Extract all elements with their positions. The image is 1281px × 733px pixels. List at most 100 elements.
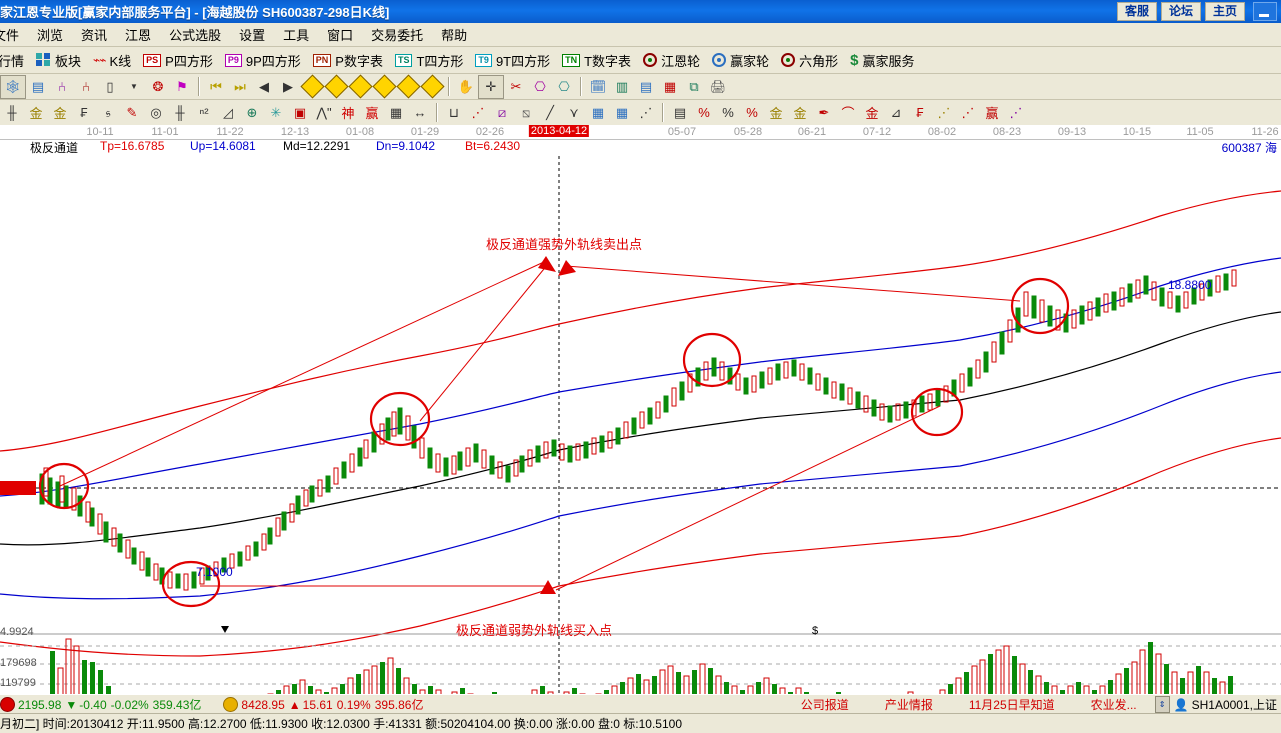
left-diamond-icon[interactable]	[299, 74, 325, 99]
shortcut-p-numtable[interactable]: PN P数字表	[307, 51, 389, 70]
grid-double-icon[interactable]: ▦	[615, 104, 629, 120]
percent-icon[interactable]: %	[722, 105, 734, 120]
shortcut-p-square[interactable]: PS P四方形	[137, 51, 219, 70]
candle-icon[interactable]: ▯	[106, 78, 114, 94]
copy-icon[interactable]: ⧉	[689, 78, 699, 94]
angle-cut-icon[interactable]: ⊿	[890, 104, 902, 120]
ink-icon[interactable]: ✒	[818, 104, 830, 120]
chart9-icon[interactable]: ⑃	[82, 79, 90, 94]
move-diamond-icon[interactable]	[419, 74, 445, 99]
news-scroll-button[interactable]: ⇕	[1154, 696, 1170, 713]
network-icon[interactable]: 🕸	[0, 74, 26, 99]
prev-icon[interactable]: ◀	[259, 78, 269, 94]
ying-line-icon[interactable]: 赢	[985, 106, 999, 121]
brain-teal-icon[interactable]: ⎔	[558, 78, 570, 94]
menu-item-gann[interactable]: 江恩	[125, 28, 152, 43]
four-line-icon[interactable]: ⋰	[1009, 104, 1023, 120]
box-dash-icon[interactable]: ⧅	[521, 104, 531, 120]
menu-item-formula[interactable]: 公式选股	[169, 28, 222, 43]
last-page-icon[interactable]: ⏭	[234, 78, 246, 94]
target-icon[interactable]: ⊕	[246, 104, 258, 120]
news-item-3[interactable]: 农业发...	[1090, 698, 1137, 712]
gold-angle-icon[interactable]: ⋰	[937, 104, 951, 120]
arc-red-icon[interactable]: ⌒	[841, 106, 855, 121]
chart3-icon[interactable]: ⑃	[58, 79, 66, 94]
shortcut-quote[interactable]: 行情	[0, 51, 30, 70]
menu-item-settings[interactable]: 设置	[239, 28, 266, 43]
hand-icon[interactable]: ✋	[457, 78, 475, 94]
shortcut-9p-square[interactable]: P9 9P四方形	[219, 51, 307, 70]
menu-item-file[interactable]: 文件	[0, 28, 20, 43]
shortcut-t-numtable[interactable]: TN T数字表	[556, 51, 637, 70]
shortcut-kline[interactable]: ⌁⌁ K线	[87, 51, 137, 70]
menu-item-news[interactable]: 资讯	[81, 28, 108, 43]
clipboard-icon[interactable]: ▤	[31, 78, 45, 94]
ladder-icon[interactable]: ▤	[673, 104, 687, 120]
spiral-icon[interactable]: 𝔰	[105, 104, 111, 120]
menu-item-trade[interactable]: 交易委托	[371, 28, 424, 43]
rect-icon[interactable]: ⊔	[448, 104, 460, 120]
crosshair-icon[interactable]: ✛	[478, 74, 504, 99]
percent-fan-icon[interactable]: %	[698, 105, 710, 120]
box-target-icon[interactable]: ▣	[293, 104, 307, 120]
zoom-in-diamond-icon[interactable]	[347, 74, 373, 99]
calculator-icon[interactable]: ▥	[615, 78, 629, 94]
news-item-0[interactable]: 公司报道	[800, 698, 849, 712]
shortcut-gann-wheel[interactable]: 江恩轮	[637, 51, 706, 70]
gold-circle-icon[interactable]: 金	[769, 106, 783, 121]
ying-grid-icon[interactable]: 赢	[365, 106, 379, 121]
first-page-icon[interactable]: ⏮	[210, 78, 222, 94]
minimize-icon[interactable]	[1253, 2, 1277, 21]
right-diamond-icon[interactable]	[323, 74, 349, 99]
news-item-1[interactable]: 产业情报	[884, 698, 933, 712]
gold-red-icon[interactable]: 金	[865, 106, 879, 121]
f-line-icon[interactable]: ₣	[916, 105, 924, 120]
grid-icon[interactable]: ╫	[175, 105, 185, 120]
shortcut-sector[interactable]: 板块	[30, 51, 87, 70]
brain-purple-icon[interactable]: ⎔	[534, 78, 546, 94]
shortcut-winner-service[interactable]: $ 赢家服务	[844, 51, 920, 70]
box-fan-icon[interactable]: ⧄	[497, 104, 507, 120]
notebook-icon[interactable]: ▤	[639, 78, 653, 94]
shortcut-t-square[interactable]: TS T四方形	[389, 51, 469, 70]
pen-grid-icon[interactable]: ✎	[126, 104, 138, 120]
globe-red-icon[interactable]: ❂	[152, 78, 164, 94]
print-icon[interactable]: 🖨	[709, 78, 727, 94]
shortcut-hexagon[interactable]: 六角形	[775, 51, 844, 70]
homepage-button[interactable]: 主页	[1204, 2, 1245, 21]
shen-grid-icon[interactable]: 神	[341, 106, 355, 121]
grid-h-icon[interactable]: ╫	[7, 105, 17, 120]
grid-blue-icon[interactable]: ▦	[591, 104, 605, 120]
num-grid-icon[interactable]: ▦	[389, 104, 403, 120]
f-grid-icon[interactable]: ₣	[80, 105, 88, 120]
customer-service-button[interactable]: 客服	[1116, 2, 1157, 21]
gold-line-icon[interactable]: 金	[793, 106, 807, 121]
expand-diamond-icon[interactable]	[395, 74, 421, 99]
flag-icon[interactable]: ⚑	[176, 78, 188, 94]
chart-area[interactable]: 10-11 11-01 11-22 12-13 01-08 01-29 02-2…	[0, 125, 1281, 719]
star-target-icon[interactable]: ✳	[270, 104, 282, 120]
menu-item-tools[interactable]: 工具	[283, 28, 310, 43]
forum-button[interactable]: 论坛	[1160, 2, 1201, 21]
news-item-2[interactable]: 11月25日早知道	[968, 698, 1055, 712]
percent-line-icon[interactable]: %	[746, 105, 758, 120]
next-icon[interactable]: ▶	[283, 78, 293, 94]
fan-red-icon[interactable]: ⋰	[471, 104, 485, 120]
line-icon[interactable]: ╱	[546, 104, 554, 120]
n2-grid-icon[interactable]: ⁿ²	[199, 105, 209, 120]
price-plot[interactable]: $ 极反通道强势外轨线卖出点 极反通道弱势外轨线买入点 18.8800 7.10…	[0, 156, 1281, 719]
dropdown-arrow-icon[interactable]: ▼	[130, 82, 138, 91]
measure-icon[interactable]: ↔	[413, 105, 427, 120]
menu-item-browse[interactable]: 浏览	[37, 28, 64, 43]
shortcut-winner-wheel[interactable]: 赢家轮	[706, 51, 775, 70]
save-icon[interactable]: ▦	[663, 78, 677, 94]
fan-line-icon[interactable]: ⋰	[639, 104, 653, 120]
gold-fan-icon[interactable]: 金	[29, 106, 43, 121]
stair-icon[interactable]: ⋰	[961, 104, 975, 120]
wave-icon[interactable]: ⋀"	[316, 104, 332, 120]
zigzag-icon[interactable]: ⋎	[569, 104, 579, 120]
menu-item-help[interactable]: 帮助	[441, 28, 468, 43]
scissors-icon[interactable]: ✂	[510, 78, 522, 94]
calendar-icon[interactable]: 🗓	[589, 78, 607, 94]
angle-icon[interactable]: ◿	[223, 104, 233, 120]
